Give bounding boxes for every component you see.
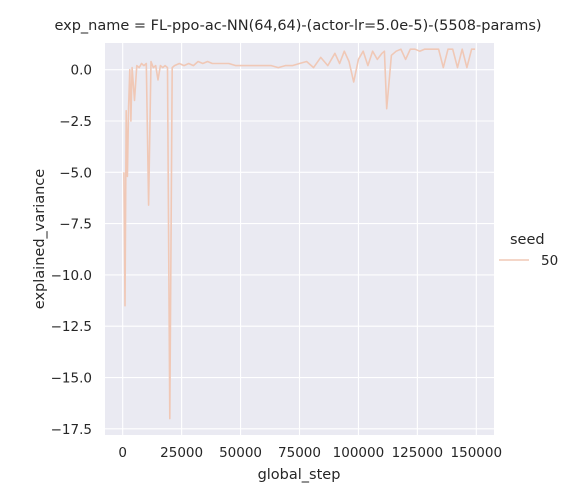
x-tick-label: 25000	[160, 445, 203, 461]
series-line-50	[123, 48, 476, 420]
y-tick-label: −7.5	[59, 217, 92, 233]
legend-title: seed	[510, 232, 545, 248]
x-tick-labels: 0 25000 50000 75000 100000 125000 150000	[118, 445, 502, 461]
series-group	[123, 48, 476, 420]
x-tick-label: 0	[118, 445, 127, 461]
chart-title: exp_name = FL-ppo-ac-NN(64,64)-(actor-lr…	[54, 18, 541, 34]
x-tick-label: 75000	[278, 445, 321, 461]
y-tick-label: −12.5	[51, 319, 92, 335]
x-tick-label: 150000	[451, 445, 503, 461]
y-tick-label: −17.5	[51, 422, 92, 438]
x-tick-label: 50000	[219, 445, 262, 461]
x-tick-label: 125000	[392, 445, 444, 461]
x-axis-label: global_step	[258, 467, 341, 483]
x-tick-label: 100000	[333, 445, 385, 461]
legend-label-50: 50	[541, 253, 558, 269]
y-tick-label: −15.0	[51, 371, 92, 387]
y-tick-label: −2.5	[59, 114, 92, 130]
y-tick-label: 0.0	[71, 63, 92, 79]
y-axis-label: explained_variance	[32, 169, 48, 309]
y-tick-labels: 0.0 −2.5 −5.0 −7.5 −10.0 −12.5 −15.0 −17.5	[51, 63, 92, 438]
legend: seed 50	[499, 232, 558, 269]
y-tick-label: −10.0	[51, 268, 92, 284]
y-tick-label: −5.0	[59, 165, 92, 181]
grid-lines	[105, 43, 494, 435]
